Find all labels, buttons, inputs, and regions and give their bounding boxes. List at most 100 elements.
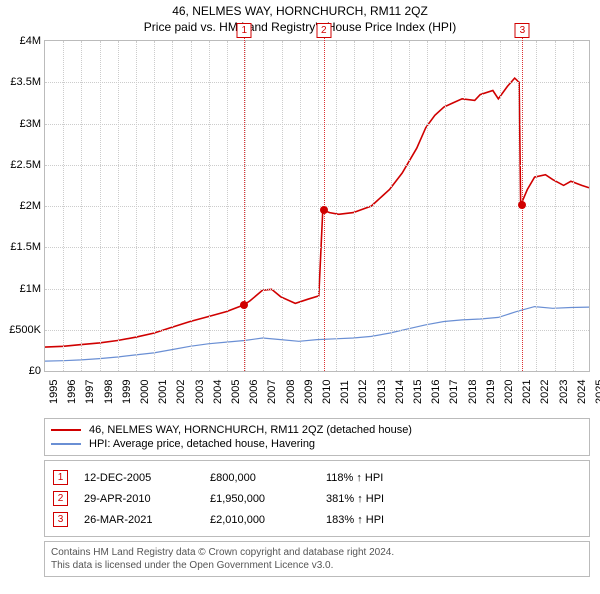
reference-line [522,23,523,371]
grid-line-v [63,41,64,371]
series-line [45,307,589,362]
y-tick-label: £4M [20,35,41,47]
grid-line-v [318,41,319,371]
sale-date: 29-APR-2010 [84,493,194,505]
legend-swatch [51,429,81,431]
sale-number-box: 3 [53,512,68,527]
title-address: 46, NELMES WAY, HORNCHURCH, RM11 2QZ [0,4,600,18]
attribution-line1: Contains HM Land Registry data © Crown c… [51,546,583,559]
x-tick-label: 2013 [376,380,388,404]
x-tick-label: 2003 [194,380,206,404]
x-tick-label: 2017 [448,380,460,404]
x-tick-label: 2019 [485,380,497,404]
reference-marker-box: 3 [515,23,530,38]
x-tick-label: 2012 [357,380,369,404]
grid-line-v [118,41,119,371]
grid-line-v [282,41,283,371]
grid-line-v [573,41,574,371]
y-tick-label: £3M [20,118,41,130]
grid-line-v [336,41,337,371]
grid-line-v [445,41,446,371]
x-tick-label: 2009 [303,380,315,404]
x-tick-label: 2024 [576,380,588,404]
reference-marker-box: 2 [316,23,331,38]
x-tick-label: 2022 [539,380,551,404]
sale-row: 3 26-MAR-2021 £2,010,000 183% ↑ HPI [53,509,581,530]
grid-line-h [45,124,589,125]
grid-line-v [409,41,410,371]
y-tick-label: £2.5M [10,159,41,171]
grid-line-h [45,82,589,83]
x-tick-label: 1999 [121,380,133,404]
grid-line-v [245,41,246,371]
grid-line-h [45,206,589,207]
x-tick-label: 1996 [66,380,78,404]
attribution-line2: This data is licensed under the Open Gov… [51,559,583,572]
sale-price: £2,010,000 [210,514,310,526]
grid-line-v [373,41,374,371]
grid-line-h [45,330,589,331]
grid-line-v [500,41,501,371]
x-tick-label: 2025 [594,380,600,404]
grid-line-v [464,41,465,371]
sale-row: 229-APR-2010£1,950,000381% ↑ HPI [53,488,581,509]
y-tick-label: £1.5M [10,241,41,253]
grid-line-v [354,41,355,371]
grid-line-v [536,41,537,371]
sale-marker-dot [320,206,328,214]
x-tick-label: 2005 [230,380,242,404]
grid-line-v [391,41,392,371]
grid-line-v [191,41,192,371]
legend-item: HPI: Average price, detached house, Have… [51,437,583,451]
x-tick-label: 2010 [321,380,333,404]
title-subtitle: Price paid vs. HM Land Registry's House … [0,20,600,34]
grid-line-v [100,41,101,371]
chart-container: 46, NELMES WAY, HORNCHURCH, RM11 2QZ Pri… [0,4,600,594]
titles: 46, NELMES WAY, HORNCHURCH, RM11 2QZ Pri… [0,4,600,34]
reference-line [324,23,325,371]
grid-line-v [209,41,210,371]
x-tick-label: 2015 [412,380,424,404]
x-tick-label: 2016 [430,380,442,404]
x-tick-label: 2011 [339,380,351,404]
grid-line-v [555,41,556,371]
sale-number-box: 1 [53,470,68,485]
x-tick-label: 2014 [394,380,406,404]
sales-table: 112-DEC-2005£800,000118% ↑ HPI229-APR-20… [44,460,590,537]
x-tick-label: 2004 [212,380,224,404]
legend-item: 46, NELMES WAY, HORNCHURCH, RM11 2QZ (de… [51,423,583,437]
series-line [45,78,589,347]
sale-date: 12-DEC-2005 [84,472,194,484]
sale-date: 26-MAR-2021 [84,514,194,526]
x-tick-label: 2006 [248,380,260,404]
grid-line-v [172,41,173,371]
y-tick-label: £1M [20,283,41,295]
sale-marker-dot [518,201,526,209]
legend-label: HPI: Average price, detached house, Have… [89,438,315,450]
x-tick-label: 2000 [139,380,151,404]
grid-line-h [45,247,589,248]
sale-hpi: 381% ↑ HPI [326,493,384,505]
x-tick-label: 2001 [157,380,169,404]
y-tick-label: £2M [20,200,41,212]
x-tick-label: 1998 [103,380,115,404]
sale-hpi: 183% ↑ HPI [326,514,384,526]
reference-line [244,23,245,371]
y-tick-label: £0 [29,365,41,377]
grid-line-v [81,41,82,371]
sale-row: 112-DEC-2005£800,000118% ↑ HPI [53,467,581,488]
sale-price: £1,950,000 [210,493,310,505]
chart-plot-area: £0£500K£1M£1.5M£2M£2.5M£3M£3.5M£4M123 [44,40,590,372]
x-tick-label: 2023 [558,380,570,404]
sale-price: £800,000 [210,472,310,484]
x-tick-label: 2002 [175,380,187,404]
grid-line-v [154,41,155,371]
x-tick-label: 1995 [48,380,60,404]
x-tick-label: 2018 [467,380,479,404]
grid-line-h [45,165,589,166]
legend-swatch [51,443,81,445]
x-tick-label: 2021 [521,380,533,404]
sale-marker-dot [240,301,248,309]
x-tick-label: 2007 [266,380,278,404]
x-axis-labels: 1995199619971998199920002001200220032004… [44,374,590,414]
